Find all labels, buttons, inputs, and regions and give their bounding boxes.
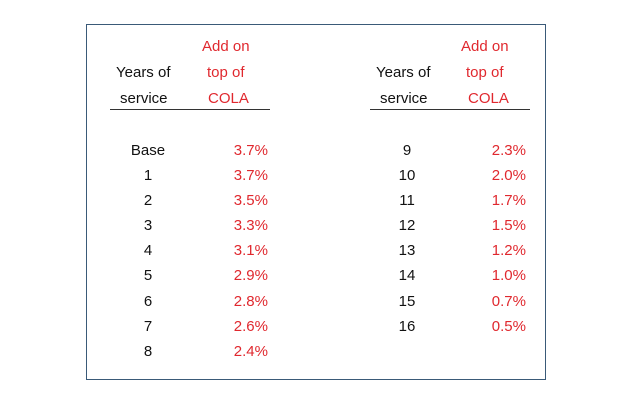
left-addon-header-line1: Add on bbox=[202, 38, 250, 55]
right-row-pct: 1.7% bbox=[491, 192, 526, 209]
right-addon-header-line1: Add on bbox=[461, 38, 509, 55]
left-row-years: 5 bbox=[143, 267, 153, 284]
right-header-rule bbox=[370, 109, 530, 110]
left-row-pct: 3.5% bbox=[233, 192, 268, 209]
right-row-years: 15 bbox=[398, 293, 416, 310]
right-row-pct: 1.0% bbox=[491, 267, 526, 284]
right-row-years: 16 bbox=[398, 318, 416, 335]
left-row-years: 1 bbox=[143, 167, 153, 184]
left-row-pct: 3.7% bbox=[233, 167, 268, 184]
left-row-pct: 3.1% bbox=[233, 242, 268, 259]
left-addon-header-line2: top of bbox=[207, 64, 245, 81]
left-row-years: 8 bbox=[143, 343, 153, 360]
table-frame bbox=[86, 24, 546, 380]
right-row-years: 11 bbox=[399, 192, 415, 209]
left-row-years: 4 bbox=[143, 242, 153, 259]
left-row-pct: 3.7% bbox=[233, 142, 268, 159]
left-row-pct: 2.8% bbox=[233, 293, 268, 310]
right-years-header-line2: service bbox=[380, 90, 428, 107]
right-row-pct: 1.2% bbox=[491, 242, 526, 259]
right-row-pct: 1.5% bbox=[491, 217, 526, 234]
right-row-pct: 0.7% bbox=[491, 293, 526, 310]
left-row-years: 7 bbox=[143, 318, 153, 335]
right-row-years: 14 bbox=[398, 267, 416, 284]
left-row-pct: 2.4% bbox=[233, 343, 268, 360]
left-years-header-line1: Years of bbox=[116, 64, 171, 81]
right-row-pct: 2.0% bbox=[491, 167, 526, 184]
left-row-years: 2 bbox=[143, 192, 153, 209]
left-row-years: 6 bbox=[143, 293, 153, 310]
right-row-pct: 0.5% bbox=[491, 318, 526, 335]
left-addon-header-line3: COLA bbox=[208, 90, 249, 107]
right-years-header-line1: Years of bbox=[376, 64, 431, 81]
right-row-years: 12 bbox=[398, 217, 416, 234]
left-header-rule bbox=[110, 109, 270, 110]
left-row-years: 3 bbox=[143, 217, 153, 234]
right-addon-header-line2: top of bbox=[466, 64, 504, 81]
left-years-header-line2: service bbox=[120, 90, 168, 107]
right-row-years: 13 bbox=[398, 242, 416, 259]
right-row-pct: 2.3% bbox=[491, 142, 526, 159]
right-row-years: 9 bbox=[402, 142, 412, 159]
left-row-pct: 2.9% bbox=[233, 267, 268, 284]
left-row-pct: 3.3% bbox=[233, 217, 268, 234]
right-row-years: 10 bbox=[398, 167, 416, 184]
left-row-years: Base bbox=[130, 142, 166, 159]
left-row-pct: 2.6% bbox=[233, 318, 268, 335]
right-addon-header-line3: COLA bbox=[468, 90, 509, 107]
